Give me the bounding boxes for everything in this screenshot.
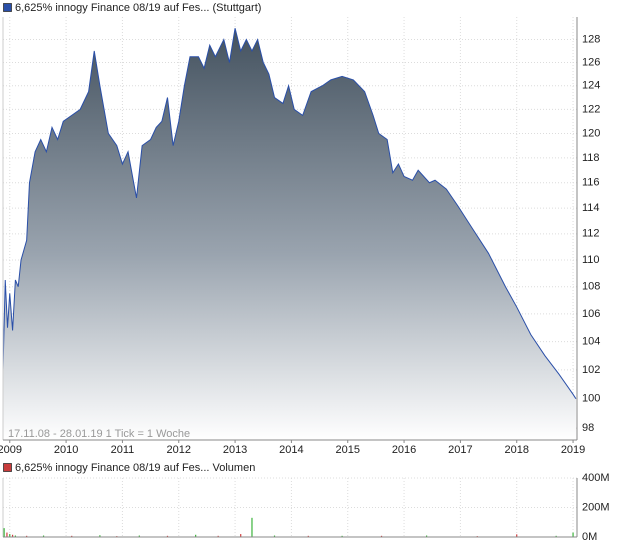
volume-bar	[425, 535, 428, 537]
legend-swatch	[3, 3, 12, 12]
volume-bar	[3, 528, 5, 537]
volume-bar	[307, 535, 309, 537]
volume-bar	[217, 535, 219, 537]
volume-panel: 0M 200M 400M 6,625% innogy Finance 08/19 au…	[2, 462, 610, 543]
y-tick-label: 128	[582, 33, 600, 45]
volume-bar	[6, 532, 8, 537]
volume-bar	[572, 532, 574, 537]
volume-bar	[555, 535, 557, 537]
y-tick-label: 118	[582, 152, 600, 164]
volume-bar	[71, 535, 73, 537]
x-tick-label: 2019	[561, 444, 585, 456]
volume-bar	[26, 535, 28, 537]
volume-bar	[99, 535, 101, 537]
y-tick-label: 400M	[582, 472, 610, 484]
volume-bar	[195, 534, 197, 537]
price-area	[3, 28, 576, 440]
volume-bar	[166, 535, 169, 537]
y-tick-label: 106	[582, 308, 600, 320]
y-tick-label: 108	[582, 281, 600, 293]
volume-bar	[341, 535, 343, 537]
volume-bar	[516, 534, 518, 537]
x-tick-label: 2012	[167, 444, 191, 456]
x-tick-label: 2015	[335, 444, 359, 456]
legend-swatch	[3, 463, 12, 472]
y-tick-label: 200M	[582, 501, 610, 513]
x-tick-label: 2013	[223, 444, 247, 456]
x-tick-label: 2011	[111, 444, 135, 456]
x-tick-label: 2016	[392, 444, 416, 456]
y-tick-label: 102	[582, 364, 600, 376]
volume-bar	[14, 535, 16, 537]
volume-bar	[251, 517, 253, 537]
x-tick-label: 2009	[0, 444, 22, 456]
price-line	[2, 28, 577, 399]
y-tick-label: 112	[582, 228, 600, 240]
x-tick-label: 2010	[54, 444, 78, 456]
x-tick-label: 2014	[279, 444, 303, 456]
y-tick-label: 110	[582, 254, 600, 266]
x-tick-label: 2017	[448, 444, 472, 456]
y-tick-label: 126	[582, 56, 600, 68]
y-tick-label: 114	[582, 202, 600, 214]
volume-bar	[11, 534, 14, 537]
volume-bar	[273, 535, 276, 537]
y-tick-label: 98	[582, 422, 594, 434]
y-tick-label: 120	[582, 127, 600, 139]
y-tick-label: 0M	[582, 531, 597, 543]
y-tick-label: 116	[582, 177, 600, 189]
y-tick-label: 100	[582, 393, 600, 405]
price-panel: 98 100 102 104 106 108 110 112 114 116 118 120 122 12…	[0, 2, 600, 456]
volume-bar	[9, 534, 11, 537]
volume-bar	[42, 535, 45, 537]
volume-bar	[240, 534, 242, 537]
x-tick-label: 2018	[504, 444, 528, 456]
volume-bar	[380, 535, 383, 537]
y-tick-label: 122	[582, 103, 600, 115]
legend-label: 6,625% innogy Finance 08/19 auf Fes... V…	[15, 462, 255, 474]
y-tick-label: 124	[582, 80, 600, 92]
legend-label: 6,625% innogy Finance 08/19 auf Fes... (…	[15, 2, 261, 14]
y-tick-label: 104	[582, 336, 600, 348]
chart-note: 17.11.08 - 28.01.19 1 Tick = 1 Woche	[8, 428, 190, 440]
volume-bar	[138, 535, 140, 537]
